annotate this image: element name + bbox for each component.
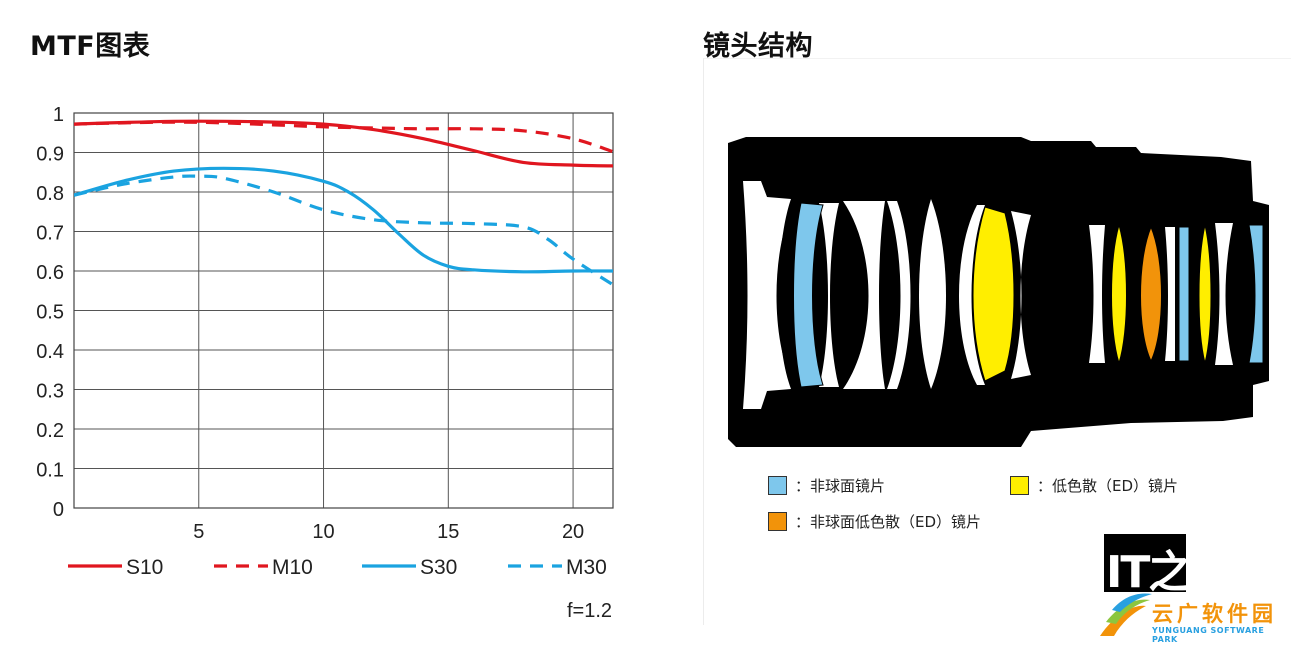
watermark-logo-text: IT之家 — [1106, 547, 1234, 598]
y-tick-label: 0.4 — [36, 341, 64, 363]
aspherical-ed-element — [1140, 225, 1162, 363]
legend-ed-label: ：低色散（ED）镜片 — [1037, 477, 1179, 495]
y-tick-label: 0.8 — [36, 183, 64, 205]
element-6 — [919, 199, 946, 389]
element-3 — [819, 203, 839, 387]
aspherical-element-rear-2 — [1248, 224, 1264, 364]
aspherical-element-rear-1 — [1178, 226, 1190, 362]
y-tick-label: 0 — [53, 499, 64, 521]
element-5 — [887, 201, 911, 389]
it-logo-block — [1104, 534, 1186, 592]
ed-swatch — [1010, 476, 1029, 495]
mtf-chart: 00.10.20.30.40.50.60.70.80.915 10 15 20 S10… — [36, 104, 614, 622]
lens-diagram — [728, 137, 1269, 447]
legend-label-s10: S10 — [126, 556, 163, 579]
y-tick-label: 0.9 — [36, 144, 64, 166]
element-7 — [959, 205, 985, 385]
element-rear-5 — [1215, 223, 1233, 365]
y-tick-label: 0.2 — [36, 420, 64, 442]
legend-aspherical-ed: ：非球面低色散（ED）镜片 — [768, 511, 981, 532]
swoosh-orange — [1100, 605, 1146, 636]
lens-structure-title: 镜头结构 — [703, 31, 813, 62]
lens-structure-panel: ：非球面镜片 ：低色散（ED）镜片 ：非球面低色散（ED）镜片 — [703, 58, 1291, 625]
aspherical-element-front — [793, 202, 824, 388]
legend-label-s30: S30 — [420, 556, 457, 579]
chart-series — [74, 119, 613, 287]
chart-grid — [74, 112, 613, 509]
y-tick-label: 0.1 — [36, 460, 64, 482]
series-line-m10 — [74, 120, 613, 154]
front-meniscus-element — [743, 181, 791, 409]
legend-aspherical-ed-label: ：非球面低色散（ED）镜片 — [795, 513, 982, 531]
element-rear-3 — [1165, 227, 1175, 361]
element-9 — [1011, 211, 1031, 379]
x-tick-label: 20 — [562, 521, 584, 543]
legend-label-m30: M30 — [566, 556, 607, 579]
legend-aspherical-label: ：非球面镜片 — [795, 477, 886, 495]
legend-label-m10: M10 — [272, 556, 313, 579]
series-line-s30 — [74, 166, 613, 274]
watermark-cn-text: 云广软件园 — [1152, 602, 1277, 626]
lens-elements-colored — [793, 202, 1264, 388]
swoosh-green — [1106, 599, 1150, 624]
x-tick-label: 10 — [312, 521, 334, 543]
x-tick-label: 5 — [193, 521, 204, 543]
front-concave-inner — [776, 206, 801, 383]
ed-element-rear-2 — [1198, 224, 1212, 364]
x-tick-label: 15 — [437, 521, 459, 543]
aspherical-swatch — [768, 476, 787, 495]
chart-axes: 00.10.20.30.40.50.60.70.80.915 10 15 20 — [36, 104, 614, 543]
swoosh-blue — [1112, 593, 1152, 612]
legend-aspherical: ：非球面镜片 — [768, 475, 885, 496]
y-tick-label: 0.6 — [36, 262, 64, 284]
mtf-chart-title: MTF图表 — [30, 31, 151, 62]
y-tick-label: 0.5 — [36, 302, 64, 324]
watermark: IT之家 云广软件园 YUNGUANG SOFTWARE PARK — [1096, 532, 1286, 644]
lens-elements-front — [743, 181, 1233, 409]
aspherical-ed-swatch — [768, 512, 787, 531]
element-rear-1 — [1089, 225, 1105, 363]
chart-legend: S10 M10 S30 M30 — [68, 556, 607, 579]
watermark-logo — [1100, 534, 1186, 636]
watermark-en-text: YUNGUANG SOFTWARE PARK — [1152, 626, 1265, 644]
plot-frame — [73, 112, 614, 509]
legend-ed: ：低色散（ED）镜片 — [1010, 475, 1178, 496]
y-tick-label: 0.7 — [36, 223, 64, 245]
aperture-annotation: f=1.2 — [567, 600, 612, 622]
y-tick-label: 0.3 — [36, 381, 64, 403]
ed-element-front — [972, 206, 1015, 382]
ed-element-rear — [1111, 223, 1127, 365]
y-tick-label: 1 — [53, 104, 64, 126]
element-4 — [843, 201, 885, 389]
